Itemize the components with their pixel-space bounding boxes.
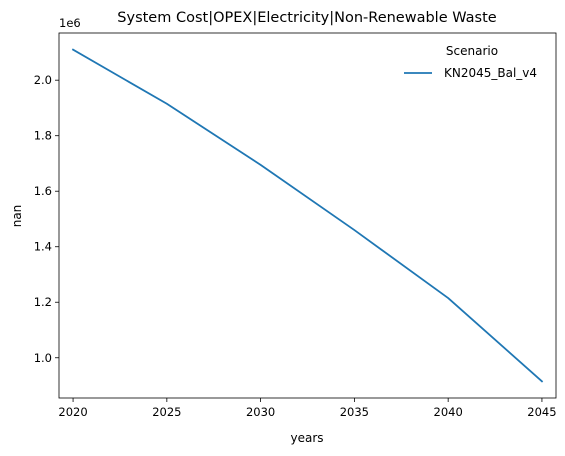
- x-tick-label: 2035: [340, 405, 369, 419]
- y-tick-label: 2.0: [34, 73, 52, 87]
- plot-frame: [58, 32, 557, 399]
- y-tick-label: 1.2: [34, 295, 52, 309]
- x-axis-label: years: [290, 431, 323, 445]
- x-tick-label: 2025: [152, 405, 181, 419]
- x-tick-label: 2045: [527, 405, 556, 419]
- y-tick-label: 1.8: [34, 129, 52, 143]
- x-tick-label: 2040: [434, 405, 463, 419]
- y-tick-label: 1.4: [34, 240, 52, 254]
- series-lines: [71, 48, 544, 383]
- series-line: [71, 48, 544, 383]
- chart-title: System Cost|OPEX|Electricity|Non-Renewab…: [117, 10, 496, 26]
- legend: Scenario KN2045_Bal_v4: [404, 44, 537, 80]
- y-axis: 1.0 1.2 1.4 1.6 1.8 2.0: [34, 73, 59, 365]
- y-offset-label: 1e6: [59, 16, 81, 30]
- x-tick-label: 2020: [58, 405, 87, 419]
- legend-label: KN2045_Bal_v4: [444, 66, 537, 80]
- legend-title: Scenario: [446, 44, 498, 58]
- x-tick-label: 2030: [246, 405, 275, 419]
- y-tick-label: 1.0: [34, 351, 52, 365]
- y-tick-label: 1.6: [34, 184, 52, 198]
- plot-area: 2020 2025 2030 2035 2040 2045 1.0 1.2 1.4 1.6 1.8…: [34, 32, 557, 419]
- y-axis-label: nan: [10, 205, 24, 228]
- x-axis: 2020 2025 2030 2035 2040 2045: [58, 398, 557, 419]
